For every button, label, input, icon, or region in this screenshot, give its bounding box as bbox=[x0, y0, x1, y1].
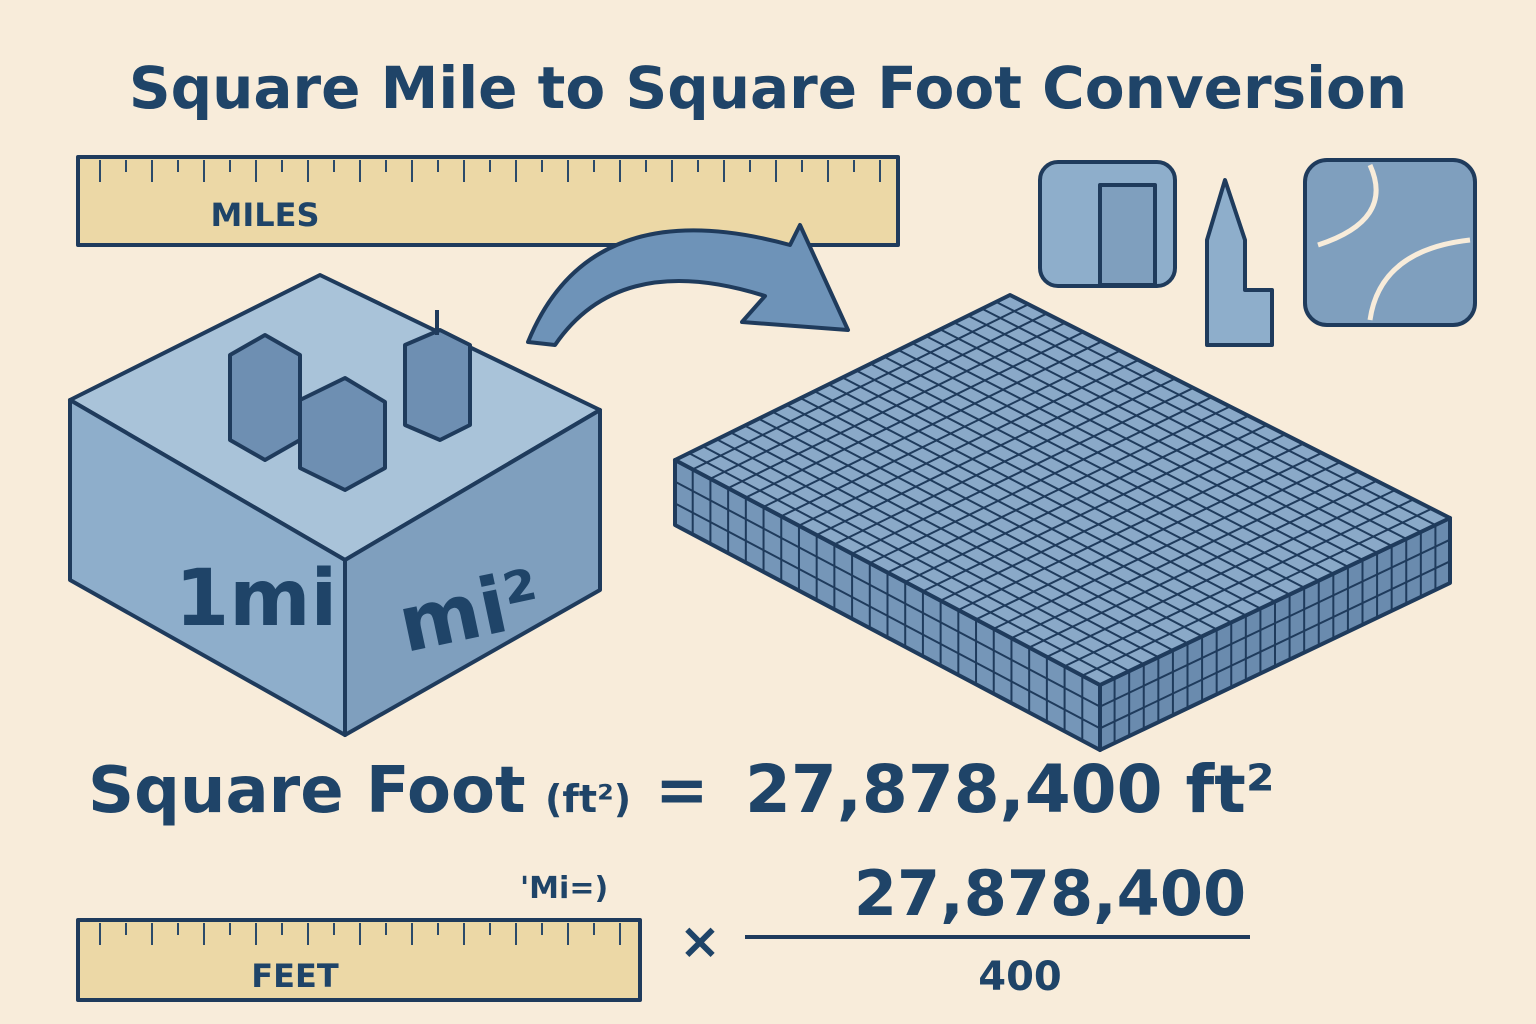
formula-operator: × bbox=[679, 912, 721, 970]
icons bbox=[1038, 158, 1477, 347]
title: Square Mile to Square Foot Conversion bbox=[129, 54, 1407, 122]
grid-line bbox=[674, 502, 1451, 730]
cube-side bbox=[343, 408, 602, 737]
map-road bbox=[1317, 163, 1471, 321]
ruler-miles bbox=[76, 155, 900, 247]
arrow bbox=[526, 223, 850, 347]
grid-line bbox=[1028, 479, 1378, 649]
grid-line bbox=[1081, 507, 1433, 677]
building-icon bbox=[1098, 183, 1157, 287]
grid-line bbox=[674, 480, 1451, 708]
equation-lhs: Square Foot bbox=[88, 754, 526, 828]
cube: 1mi mi² bbox=[68, 273, 602, 737]
equation-rhs: 27,878,400 ft² bbox=[745, 751, 1275, 828]
formula-denominator: 400 bbox=[978, 954, 1062, 1000]
grid-line bbox=[995, 300, 1436, 526]
formula-note: 'Mi=) bbox=[520, 871, 608, 906]
building bbox=[298, 376, 387, 492]
building bbox=[403, 328, 472, 442]
formula-numerator: 27,878,400 bbox=[854, 857, 1246, 930]
ruler-label: FEET bbox=[251, 957, 339, 995]
building bbox=[228, 333, 302, 462]
map-icon bbox=[1303, 158, 1477, 327]
rulers: MILES FEET bbox=[76, 155, 900, 1002]
equation-equals: = bbox=[655, 754, 709, 828]
grid-slab bbox=[673, 293, 1452, 752]
grid-line bbox=[1046, 489, 1396, 658]
cube-front-label: 1mi bbox=[175, 554, 337, 644]
grid-line bbox=[981, 307, 1422, 533]
tower-icon bbox=[1205, 178, 1274, 347]
grid-line bbox=[1064, 498, 1414, 668]
grid-line bbox=[967, 314, 1407, 540]
equation-unit: (ft²) bbox=[545, 777, 631, 821]
ruler-label: MILES bbox=[210, 196, 319, 234]
